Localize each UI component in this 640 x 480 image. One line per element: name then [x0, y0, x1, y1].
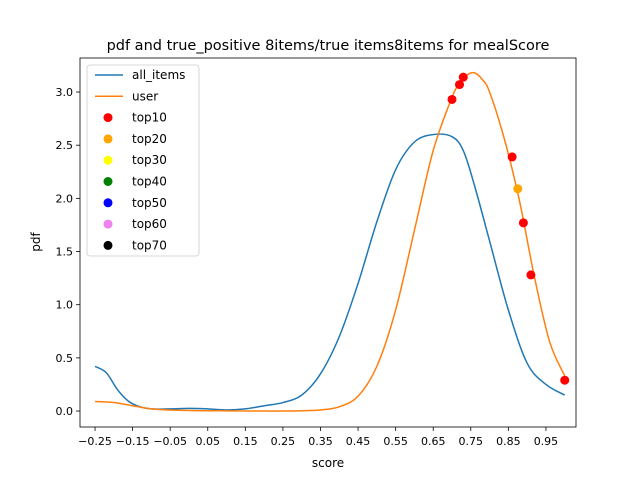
point-top10	[507, 152, 517, 162]
x-tick-label: 0.35	[308, 435, 333, 448]
y-tick-label: 2.5	[56, 139, 74, 152]
point-top10	[526, 270, 536, 280]
plot-area: −0.25 −0.15 −0.05 0.05 0.15 0.25 0.35 0.45 0.55 0…	[56, 57, 577, 448]
legend-label: top60	[132, 217, 167, 231]
legend-swatch-marker	[103, 219, 113, 229]
x-axis-label: score	[312, 456, 344, 470]
x-tick-label: 0.85	[496, 435, 521, 448]
x-tick-label: −0.05	[153, 435, 187, 448]
y-tick-label: 1.0	[56, 299, 74, 312]
point-top10	[458, 72, 468, 82]
legend-label: top10	[132, 111, 167, 125]
legend-box	[86, 64, 200, 257]
legend-swatch-marker	[103, 198, 113, 208]
x-tick-label: 0.45	[346, 435, 371, 448]
legend-label: top30	[132, 153, 167, 167]
legend-label: user	[132, 89, 158, 103]
x-tick-label: 0.05	[196, 435, 221, 448]
y-tick-label: 0.5	[56, 352, 74, 365]
legend-label: all_items	[132, 68, 185, 82]
legend-swatch-marker	[103, 240, 113, 250]
x-tick-label: 0.75	[459, 435, 484, 448]
y-tick-label: 3.0	[56, 86, 74, 99]
legend-label: top50	[132, 196, 167, 210]
x-tick-label: 0.25	[271, 435, 296, 448]
point-top20	[513, 184, 523, 194]
point-top10	[447, 94, 457, 104]
legend-label: top40	[132, 175, 167, 189]
legend-swatch-marker	[103, 155, 113, 165]
legend-swatch-marker	[103, 177, 113, 186]
x-tick-label: 0.95	[534, 435, 559, 448]
x-tick-label: 0.65	[421, 435, 446, 448]
point-top10	[560, 375, 570, 385]
x-tick-label: −0.25	[78, 435, 112, 448]
series-line-user	[94, 71, 566, 412]
y-tick-label: 0.0	[56, 405, 74, 418]
plot-frame	[79, 57, 577, 428]
legend-label: top20	[132, 132, 167, 146]
legend-swatch-marker	[103, 134, 113, 144]
y-axis-label: pdf	[29, 232, 43, 252]
point-top10	[518, 218, 528, 228]
y-tick-label: 2.0	[56, 192, 74, 205]
point-top10	[455, 80, 465, 90]
x-tick-label: 0.15	[233, 435, 258, 448]
x-tick-label: −0.15	[116, 435, 150, 448]
y-tick-label: 1.5	[56, 246, 74, 259]
legend-label: top70	[132, 238, 167, 252]
x-tick-label: 0.55	[383, 435, 408, 448]
legend-swatch-marker	[103, 113, 113, 123]
chart-title: pdf and true_positive 8items/true items8…	[107, 38, 550, 54]
